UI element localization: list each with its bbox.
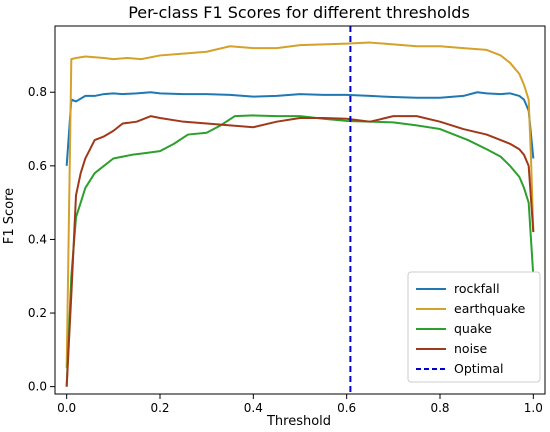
plot-area: 0.0 0.2 0.4 0.6 0.8 1.0 0.0 0.2 0.4 0.6 0.8 — [28, 25, 546, 415]
x-tick-label: 0.0 — [57, 401, 76, 415]
legend: rockfall earthquake quake noise Optimal — [407, 271, 541, 383]
x-tick-label: 0.8 — [430, 401, 449, 415]
ticks-layer: 0.0 0.2 0.4 0.6 0.8 1.0 0.0 0.2 0.4 0.6 0.8 — [28, 85, 543, 415]
y-tick-label: 0.6 — [28, 159, 47, 173]
series-line-noise — [65, 115, 535, 387]
legend-label-earthquake: earthquake — [454, 301, 526, 316]
y-tick-label: 0.2 — [28, 306, 47, 320]
x-tick-label: 0.2 — [150, 401, 169, 415]
y-tick-label: 0.0 — [28, 380, 47, 394]
y-tick-label: 0.8 — [28, 85, 47, 99]
series-line-earthquake — [65, 41, 535, 369]
legend-label-quake: quake — [454, 321, 492, 336]
x-tick-label: 1.0 — [524, 401, 543, 415]
chart-title: Per-class F1 Scores for different thresh… — [128, 3, 470, 22]
x-axis-label: Threshold — [266, 414, 331, 429]
plot-frame — [54, 25, 546, 395]
x-tick-label: 0.6 — [337, 401, 356, 415]
series-line-rockfall — [65, 91, 535, 166]
x-tick-label: 0.4 — [244, 401, 263, 415]
legend-label-rockfall: rockfall — [454, 281, 500, 296]
series-line-quake — [65, 114, 535, 387]
legend-box — [407, 271, 541, 383]
y-tick-label: 0.4 — [28, 232, 47, 246]
legend-label-noise: noise — [454, 341, 488, 356]
series-layer — [65, 41, 535, 387]
y-axis-label: F1 Score — [2, 188, 17, 244]
legend-label-optimal: Optimal — [454, 361, 503, 376]
